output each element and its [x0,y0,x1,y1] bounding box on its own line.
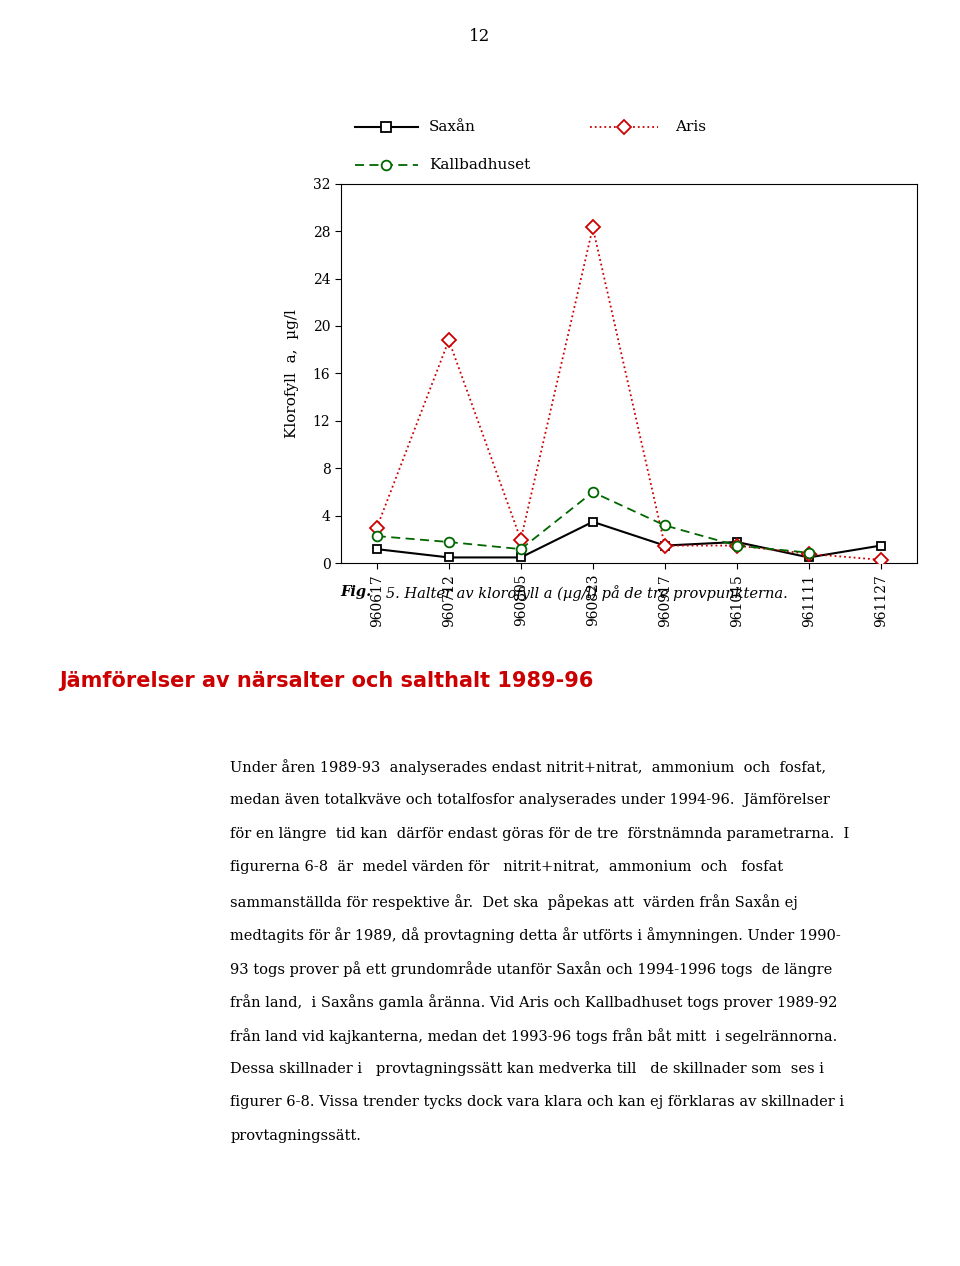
Text: 93 togs prover på ett grundområde utanför Saxån och 1994-1996 togs  de längre: 93 togs prover på ett grundområde utanfö… [230,961,832,977]
Text: Fig.: Fig. [341,585,372,599]
Text: figurerna 6-8  är  medel värden för   nitrit+nitrat,  ammonium  och   fosfat: figurerna 6-8 är medel värden för nitrit… [230,861,783,875]
Text: Jämförelser av närsalter och salthalt 1989-96: Jämförelser av närsalter och salthalt 19… [60,671,594,691]
Y-axis label: Klorofyll  a,  µg/l: Klorofyll a, µg/l [285,309,299,438]
Text: sammanställda för respektive år.  Det ska  påpekas att  värden från Saxån ej: sammanställda för respektive år. Det ska… [230,894,799,910]
Text: figurer 6-8. Vissa trender tycks dock vara klara och kan ej förklaras av skillna: figurer 6-8. Vissa trender tycks dock va… [230,1095,845,1109]
Text: från land,  i Saxåns gamla åränna. Vid Aris och Kallbadhuset togs prover 1989-92: från land, i Saxåns gamla åränna. Vid Ar… [230,995,838,1010]
Text: medtagits för år 1989, då provtagning detta år utförts i åmynningen. Under 1990-: medtagits för år 1989, då provtagning de… [230,927,841,943]
Text: Under åren 1989-93  analyserades endast nitrit+nitrat,  ammonium  och  fosfat,: Under åren 1989-93 analyserades endast n… [230,760,827,776]
Text: för en längre  tid kan  därför endast göras för de tre  förstnämnda parametrarna: för en längre tid kan därför endast göra… [230,827,850,841]
Text: från land vid kajkanterna, medan det 1993-96 togs från båt mitt  i segelrännorna: från land vid kajkanterna, medan det 199… [230,1028,838,1044]
Text: provtagningssätt.: provtagningssätt. [230,1129,361,1143]
Text: Dessa skillnader i   provtagningssätt kan medverka till   de skillnader som  ses: Dessa skillnader i provtagningssätt kan … [230,1061,825,1076]
Text: 5. Halter av klorofyll a (µg/l) på de tre provpunkterna.: 5. Halter av klorofyll a (µg/l) på de tr… [372,585,787,601]
Text: Aris: Aris [675,119,706,134]
Text: Kallbadhuset: Kallbadhuset [429,157,530,172]
Text: 12: 12 [469,28,491,44]
Text: Saxån: Saxån [429,119,476,134]
Text: medan även totalkväve och totalfosfor analyserades under 1994-96.  Jämförelser: medan även totalkväve och totalfosfor an… [230,793,830,808]
